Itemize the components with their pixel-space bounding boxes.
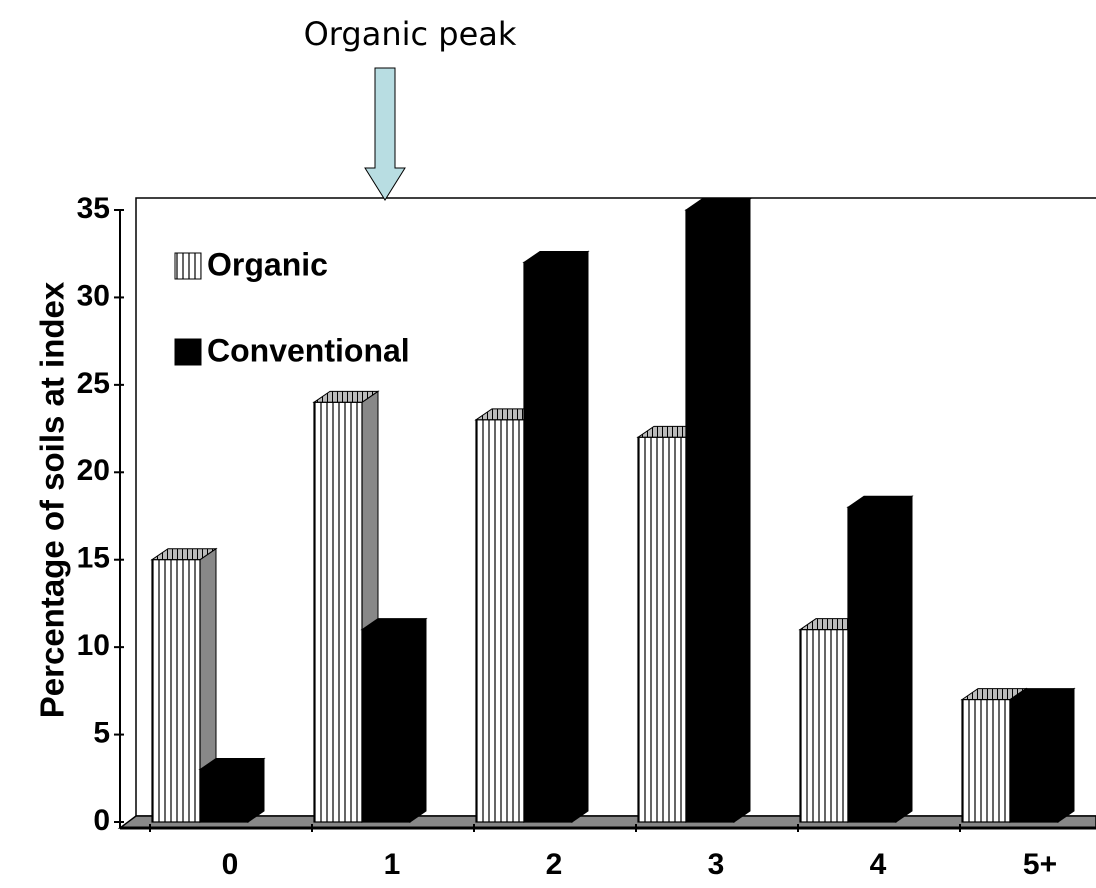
annotation: Organic peak — [304, 15, 517, 53]
bar — [199, 768, 249, 823]
bar — [361, 629, 411, 823]
back-wall — [135, 197, 1096, 817]
bar — [151, 559, 201, 823]
x-tick-label: 1 — [384, 848, 401, 881]
y-tick-label: 0 — [93, 804, 110, 837]
x-tick-label: 0 — [222, 848, 239, 881]
bar — [685, 209, 735, 823]
x-tick-label: 3 — [708, 848, 725, 881]
bar — [961, 698, 1011, 823]
y-tick-label: 20 — [77, 454, 110, 487]
y-tick-label: 25 — [77, 367, 110, 400]
y-axis-title: Percentage of soils at index — [34, 281, 71, 718]
bar-side — [409, 617, 427, 823]
legend-label: Organic — [207, 246, 328, 282]
x-tick-label: 4 — [870, 848, 887, 881]
legend-swatch — [174, 252, 202, 280]
y-tick-label: 5 — [93, 716, 110, 749]
floor — [117, 815, 1096, 829]
bar — [637, 436, 687, 823]
bar — [799, 629, 849, 823]
bar — [523, 261, 573, 823]
bar-side — [733, 198, 751, 823]
arrow — [364, 67, 406, 201]
bar — [1009, 698, 1059, 823]
legend-swatch — [174, 338, 202, 366]
bar — [847, 506, 897, 823]
y-tick-label: 35 — [77, 192, 110, 225]
bar-side — [895, 495, 913, 823]
bar — [313, 401, 363, 823]
bar-side — [1057, 687, 1075, 823]
y-tick-label: 15 — [77, 542, 110, 575]
legend-label: Conventional — [207, 332, 410, 368]
y-tick-label: 10 — [77, 629, 110, 662]
bar-side — [571, 250, 589, 823]
y-tick-label: 30 — [77, 279, 110, 312]
x-tick-label: 2 — [546, 848, 563, 881]
bar — [475, 419, 525, 823]
x-tick-label: 5+ — [1023, 848, 1057, 881]
